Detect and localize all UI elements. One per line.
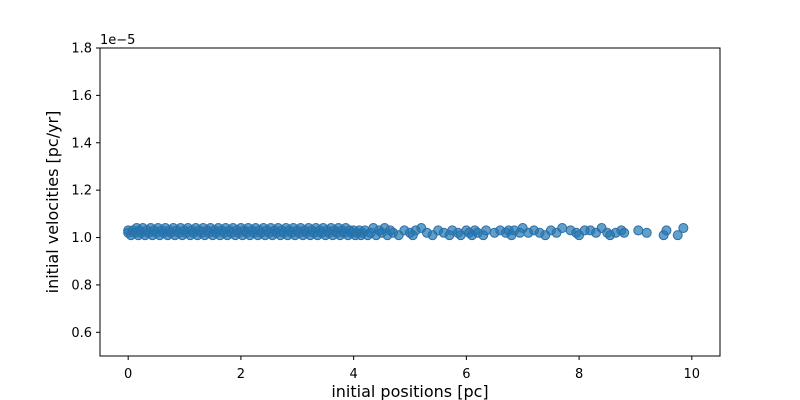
x-tick-label: 8 bbox=[575, 367, 583, 382]
y-tick-label: 1.6 bbox=[71, 89, 92, 104]
y-axis-label: initial velocities [pc/yr] bbox=[43, 111, 62, 294]
x-axis-label: initial positions [pc] bbox=[331, 382, 488, 400]
data-point bbox=[641, 227, 652, 238]
data-point bbox=[661, 225, 672, 236]
x-axis-ticks: 0 2 4 6 8 10 bbox=[124, 356, 700, 382]
x-tick-label: 2 bbox=[237, 367, 245, 382]
data-point bbox=[619, 227, 630, 238]
plot-frame bbox=[99, 47, 721, 357]
data-point bbox=[633, 225, 644, 236]
x-tick-label: 0 bbox=[124, 367, 132, 382]
scatter-points bbox=[123, 223, 689, 241]
y-offset-label: 1e−5 bbox=[100, 33, 135, 48]
data-point bbox=[557, 223, 568, 234]
x-tick-label: 4 bbox=[349, 367, 357, 382]
data-point bbox=[672, 230, 683, 241]
y-tick-label: 1.0 bbox=[71, 231, 92, 246]
y-tick-label: 1.8 bbox=[71, 42, 92, 57]
y-tick-label: 1.2 bbox=[71, 184, 92, 199]
y-tick-label: 1.4 bbox=[71, 136, 92, 151]
x-tick-label: 6 bbox=[462, 367, 470, 382]
data-point bbox=[481, 225, 492, 236]
x-tick-label: 10 bbox=[684, 367, 701, 382]
y-axis-ticks: 0.6 0.8 1.0 1.2 1.4 1.6 1.8 bbox=[71, 42, 100, 341]
y-tick-label: 0.6 bbox=[71, 326, 92, 341]
data-point bbox=[678, 223, 689, 234]
y-tick-label: 0.8 bbox=[71, 278, 92, 293]
